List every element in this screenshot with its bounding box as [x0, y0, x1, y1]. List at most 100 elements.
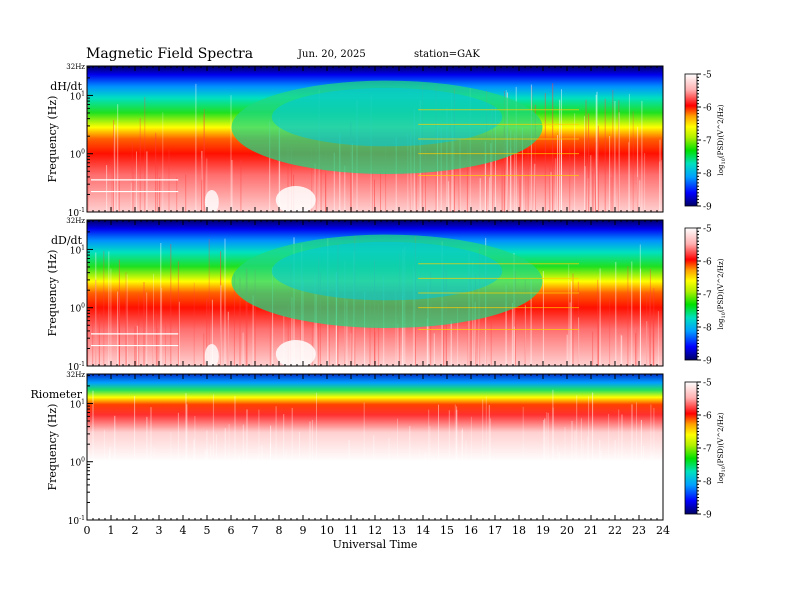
x-tick-label: 1: [108, 524, 115, 537]
spectrogram-texture: [505, 302, 507, 366]
spectrogram-texture: [574, 430, 576, 520]
y-tick-label: 101: [70, 398, 85, 410]
spectrogram-texture: [219, 490, 221, 520]
spectrogram-texture: [291, 407, 293, 520]
spectrogram-texture: [426, 318, 428, 366]
spectrogram-texture: [162, 112, 164, 212]
spectrogram-texture: [534, 104, 536, 212]
spectrogram-texture: [642, 480, 644, 520]
spectrogram-texture: [108, 251, 110, 366]
spectrogram-texture: [242, 332, 244, 366]
spectrogram-texture: [204, 479, 206, 520]
spectrogram-texture: [125, 271, 127, 366]
spectrogram-texture: [653, 407, 655, 520]
spectrogram-texture: [272, 267, 274, 366]
spectrogram-texture: [489, 177, 491, 212]
x-tick-label: 20: [560, 524, 574, 537]
spectrogram-texture: [452, 130, 454, 212]
spectrogram-texture: [152, 319, 154, 366]
x-tick-label: 18: [512, 524, 526, 537]
spectrogram-texture: [138, 467, 140, 520]
spectrogram-texture: [530, 279, 532, 366]
spectrogram-texture: [521, 127, 523, 212]
spectrogram-texture: [212, 394, 214, 520]
spectrogram-texture: [524, 279, 526, 366]
y-tick-label: 10-1: [68, 207, 85, 219]
spectrogram-texture: [485, 153, 487, 212]
spectrogram-texture: [333, 471, 335, 520]
spectrogram-texture: [285, 449, 287, 520]
spectrogram-texture: [614, 101, 616, 212]
spectrogram-texture: [618, 112, 620, 212]
spectrogram-texture: [636, 329, 638, 366]
spectrogram-texture: [138, 294, 140, 366]
spectrogram-texture: [657, 311, 659, 366]
spectrogram-texture: [595, 142, 597, 212]
spectrogram-texture: [193, 282, 195, 366]
spectrogram-texture: [224, 238, 226, 366]
spectrogram-texture: [206, 158, 208, 212]
spectrogram-texture: [593, 476, 595, 520]
spectrogram-texture: [490, 143, 492, 212]
spectrogram-texture: [97, 469, 99, 520]
spectrogram-texture: [568, 264, 570, 366]
spectrogram-texture: [261, 445, 263, 520]
spectrogram-texture: [514, 271, 516, 366]
spectrogram-texture: [588, 396, 590, 520]
colorbar-tick-label: -6: [703, 258, 712, 268]
spectrogram-texture: [608, 413, 610, 520]
spectrogram-texture: [363, 402, 365, 520]
spectrogram-texture: [348, 440, 350, 520]
spectrogram-texture: [194, 416, 196, 520]
spectrogram-texture: [531, 86, 533, 212]
spectrogram-texture: [632, 111, 634, 212]
spectrogram-texture: [425, 147, 426, 212]
spectrogram-texture: [87, 169, 89, 212]
spectrogram-texture: [456, 406, 458, 520]
colorbar-label: log10(PSD)(V^2/Hz): [717, 104, 727, 175]
spectrogram-texture: [202, 462, 204, 520]
colorbar-tick-label: -8: [703, 170, 712, 180]
spectrogram-texture: [432, 472, 434, 520]
spectrogram-texture: [448, 410, 450, 520]
spectrogram-texture: [621, 414, 623, 520]
spectrogram-texture: [153, 273, 154, 366]
spectrogram-texture: [646, 292, 648, 366]
spectrogram-texture: [513, 132, 515, 212]
spectrogram-texture: [456, 409, 458, 520]
spectrogram-texture: [582, 440, 584, 520]
spectrogram-texture: [252, 295, 254, 366]
data-gap: [204, 344, 219, 368]
spectrogram-texture: [503, 126, 505, 212]
spectrogram-texture: [344, 458, 346, 520]
spectrogram-texture: [257, 455, 259, 520]
spectrogram-texture: [258, 409, 260, 520]
spectrogram-texture: [161, 287, 163, 366]
spectrogram-texture: [240, 160, 242, 212]
spectrogram-texture: [577, 281, 579, 366]
spectrogram-texture: [283, 315, 285, 366]
spectrogram-texture: [92, 314, 94, 366]
data-gap: [275, 186, 316, 214]
spectrogram-texture: [476, 316, 478, 366]
spectrogram-texture: [320, 153, 322, 212]
spectrogram-texture: [650, 404, 652, 520]
spectrogram-texture: [635, 332, 637, 366]
spectrogram-texture: [227, 319, 229, 366]
spectrogram-texture: [604, 98, 606, 212]
spectrogram-texture: [95, 252, 97, 366]
colorbar-tick-label: -5: [703, 379, 712, 389]
spectrogram-texture: [130, 182, 132, 212]
spectrogram-texture: [484, 141, 486, 212]
spectrogram-texture: [610, 177, 612, 212]
spectrogram-texture: [505, 284, 507, 366]
spectrogram-texture: [621, 335, 623, 366]
spectrogram-texture: [572, 273, 574, 366]
spectrogram-texture: [111, 159, 113, 212]
spectrogram-texture: [550, 172, 552, 212]
spectrogram-texture: [424, 452, 426, 520]
spectrogram-texture: [564, 426, 566, 520]
spectrogram-texture: [474, 302, 476, 366]
spectrogram-texture: [493, 467, 495, 520]
